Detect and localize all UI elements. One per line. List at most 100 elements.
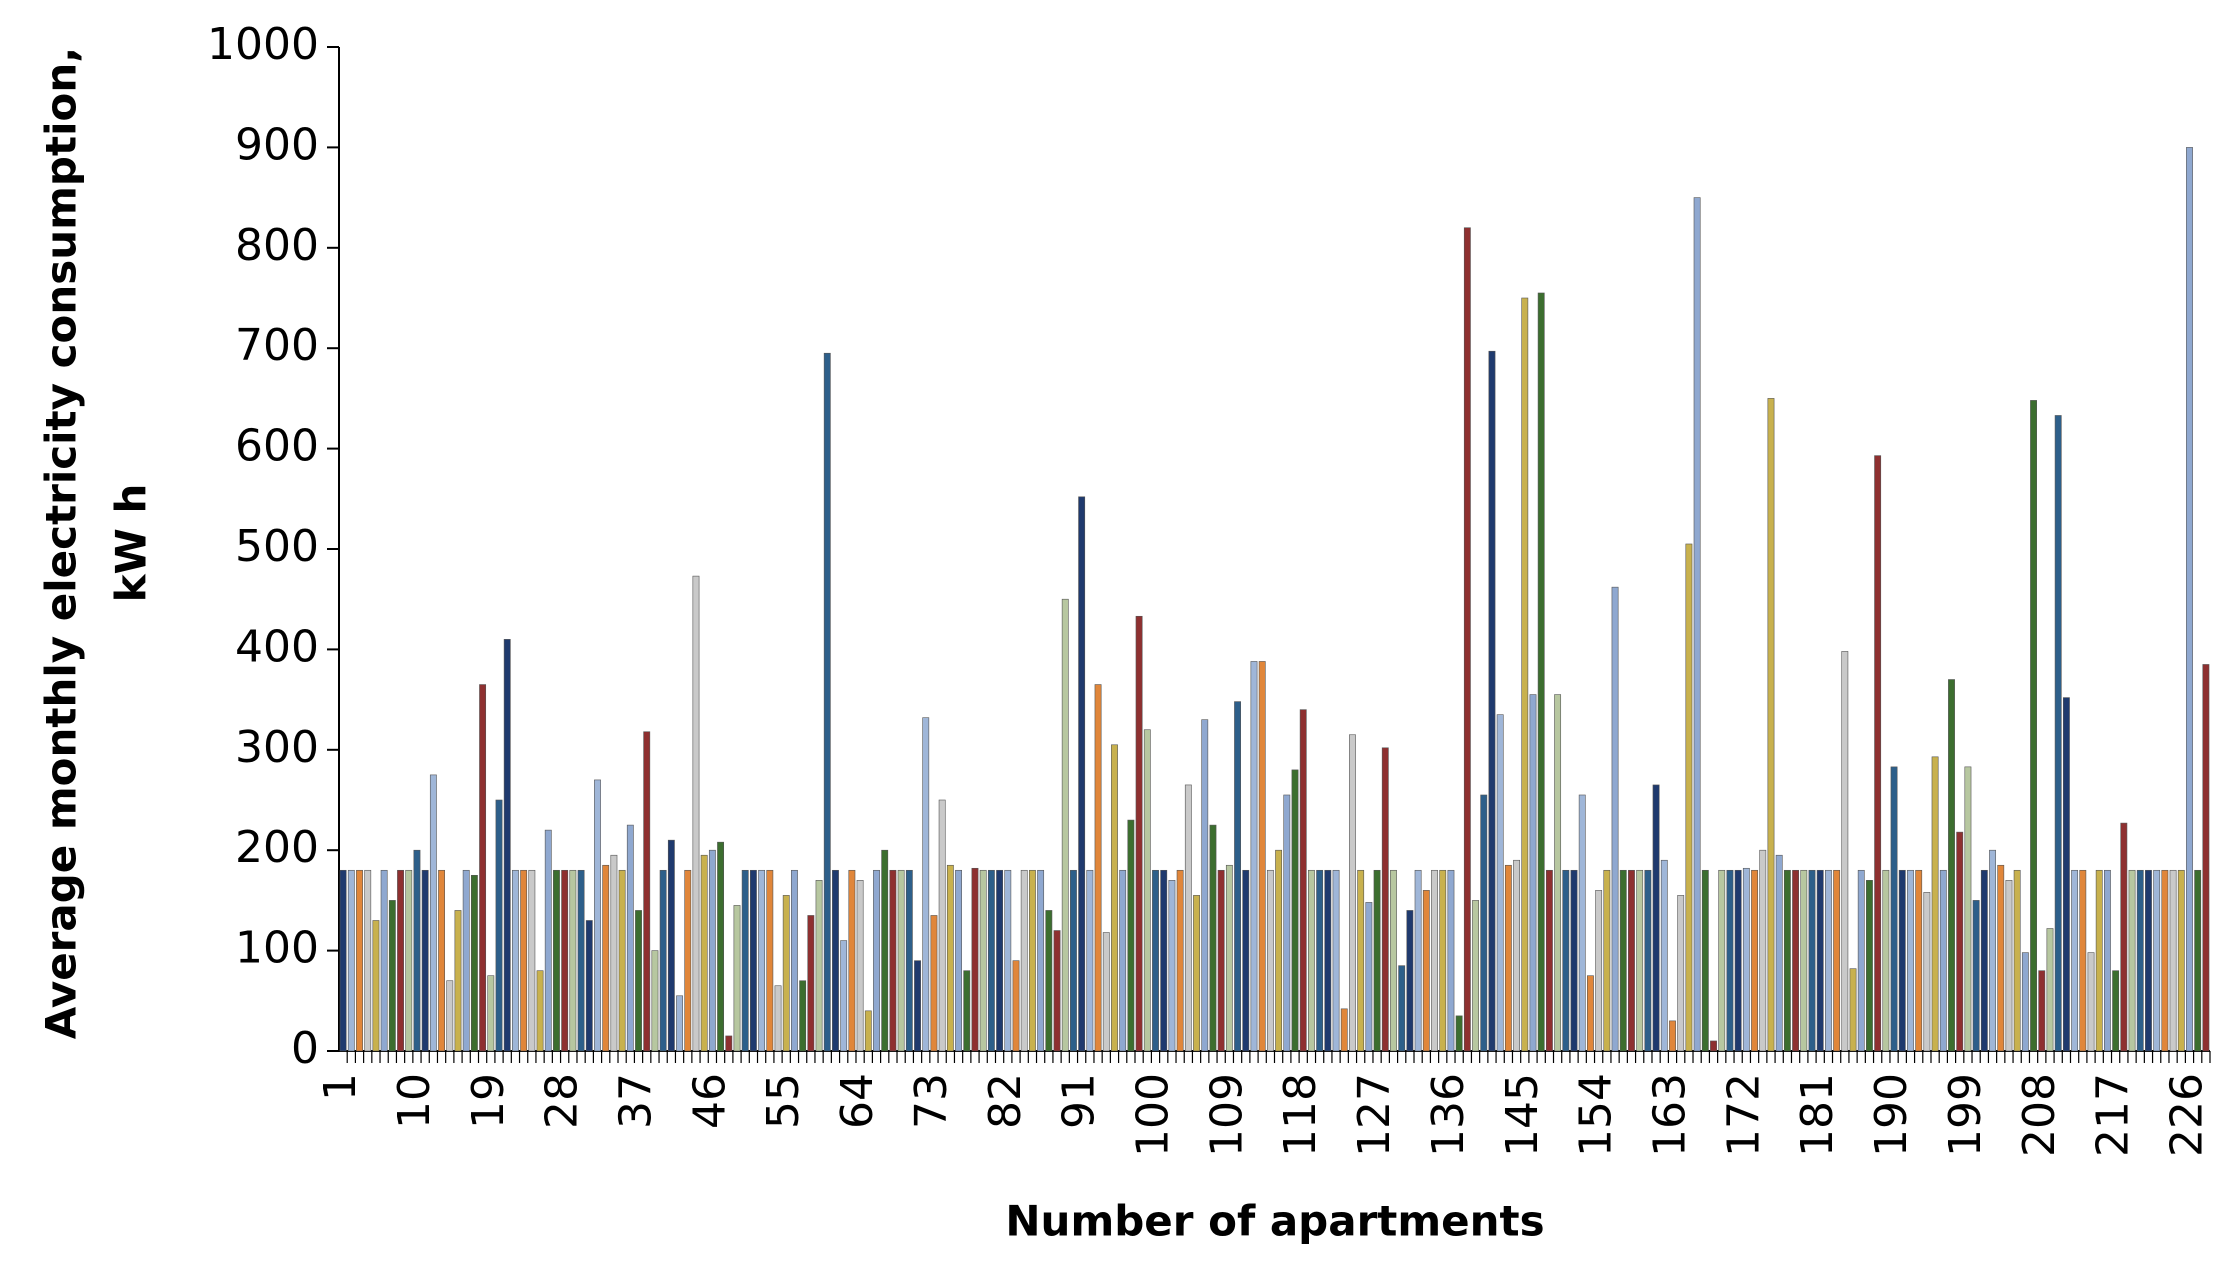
bar bbox=[1767, 398, 1775, 1052]
bar bbox=[1455, 1015, 1463, 1052]
bar bbox=[2095, 869, 2103, 1052]
bar bbox=[1956, 831, 1964, 1052]
bar bbox=[1029, 869, 1036, 1052]
bar bbox=[1693, 197, 1701, 1052]
bar bbox=[421, 869, 429, 1052]
bar bbox=[2013, 869, 2021, 1052]
bar bbox=[626, 824, 634, 1052]
bar bbox=[1119, 869, 1127, 1052]
bar bbox=[922, 717, 930, 1052]
bar bbox=[1718, 869, 1726, 1052]
x-tick-label: 154 bbox=[1571, 1073, 1622, 1157]
bar bbox=[1053, 930, 1061, 1052]
bar bbox=[1447, 869, 1455, 1052]
bar bbox=[1242, 869, 1250, 1052]
bar bbox=[1349, 734, 1356, 1052]
bar bbox=[1759, 849, 1767, 1052]
y-axis-title: kW h bbox=[107, 484, 156, 603]
x-tick-label: 172 bbox=[1718, 1073, 1769, 1157]
bar bbox=[1595, 890, 1603, 1052]
bar bbox=[1439, 869, 1447, 1052]
bar bbox=[1857, 869, 1865, 1052]
bar bbox=[1636, 869, 1644, 1052]
bar bbox=[1669, 1020, 1676, 1052]
y-tick-label: 800 bbox=[235, 220, 319, 271]
bar bbox=[429, 774, 437, 1052]
bar bbox=[815, 880, 823, 1052]
bar bbox=[397, 869, 404, 1052]
bar bbox=[930, 915, 938, 1052]
x-tick-label: 145 bbox=[1497, 1073, 1548, 1157]
bar bbox=[561, 869, 569, 1052]
x-tick-label: 118 bbox=[1275, 1073, 1326, 1157]
bar bbox=[2128, 869, 2136, 1052]
bar bbox=[676, 995, 683, 1052]
bar bbox=[1332, 869, 1340, 1052]
bar bbox=[2186, 147, 2193, 1052]
bar bbox=[1734, 869, 1742, 1052]
bar bbox=[2145, 869, 2152, 1052]
bar bbox=[782, 895, 790, 1052]
bar bbox=[1619, 869, 1627, 1052]
bar bbox=[741, 869, 749, 1052]
bar bbox=[1849, 968, 1857, 1052]
bar bbox=[1143, 729, 1151, 1052]
bar bbox=[495, 799, 503, 1052]
bar bbox=[1554, 694, 1562, 1052]
bar bbox=[1652, 784, 1660, 1052]
bar bbox=[1431, 869, 1438, 1052]
bar bbox=[487, 975, 495, 1052]
bar bbox=[503, 639, 511, 1052]
y-tick-label: 900 bbox=[235, 119, 319, 170]
bar bbox=[454, 910, 462, 1052]
bar bbox=[2087, 952, 2095, 1052]
bar bbox=[1086, 869, 1094, 1052]
bar bbox=[1866, 880, 1873, 1052]
bar bbox=[1193, 895, 1200, 1052]
bar bbox=[1783, 869, 1791, 1052]
bar bbox=[905, 869, 913, 1052]
bar bbox=[1463, 227, 1471, 1052]
bar bbox=[897, 869, 905, 1052]
bar bbox=[1833, 869, 1841, 1052]
x-tick-label: 64 bbox=[832, 1073, 883, 1129]
x-tick-label: 190 bbox=[1866, 1073, 1917, 1157]
bar bbox=[388, 900, 396, 1052]
bar bbox=[2104, 869, 2111, 1052]
bar bbox=[1726, 869, 1734, 1052]
bar bbox=[2030, 400, 2037, 1052]
bar bbox=[1578, 794, 1586, 1052]
bar bbox=[1398, 965, 1406, 1052]
bar bbox=[512, 869, 519, 1052]
x-tick-label: 181 bbox=[1792, 1073, 1843, 1157]
bar bbox=[1340, 1008, 1348, 1052]
y-tick-label: 0 bbox=[291, 1023, 319, 1074]
bar bbox=[1152, 869, 1159, 1052]
x-tick-label: 163 bbox=[1644, 1073, 1695, 1157]
bar bbox=[569, 869, 577, 1052]
x-tick-label: 73 bbox=[906, 1073, 957, 1129]
bar bbox=[618, 869, 626, 1052]
bar bbox=[339, 869, 347, 1052]
bar bbox=[1324, 869, 1332, 1052]
x-tick-label: 46 bbox=[684, 1073, 735, 1129]
bar bbox=[955, 869, 962, 1052]
bar bbox=[2161, 869, 2169, 1052]
x-tick-label: 136 bbox=[1423, 1073, 1474, 1157]
bar bbox=[1472, 900, 1479, 1052]
bar bbox=[1176, 869, 1184, 1052]
bar bbox=[1283, 794, 1291, 1052]
y-tick-label: 700 bbox=[235, 320, 319, 371]
bar bbox=[651, 950, 659, 1052]
bar bbox=[1537, 292, 1545, 1052]
bar bbox=[848, 869, 856, 1052]
bar bbox=[594, 779, 601, 1052]
bar bbox=[667, 839, 675, 1052]
bar bbox=[1603, 869, 1611, 1052]
bar bbox=[1308, 869, 1315, 1052]
bar bbox=[2079, 869, 2087, 1052]
x-axis-title: Number of apartments bbox=[1005, 1197, 1544, 1246]
bar bbox=[1480, 794, 1488, 1052]
bar bbox=[1234, 701, 1241, 1052]
bar bbox=[1258, 661, 1266, 1052]
